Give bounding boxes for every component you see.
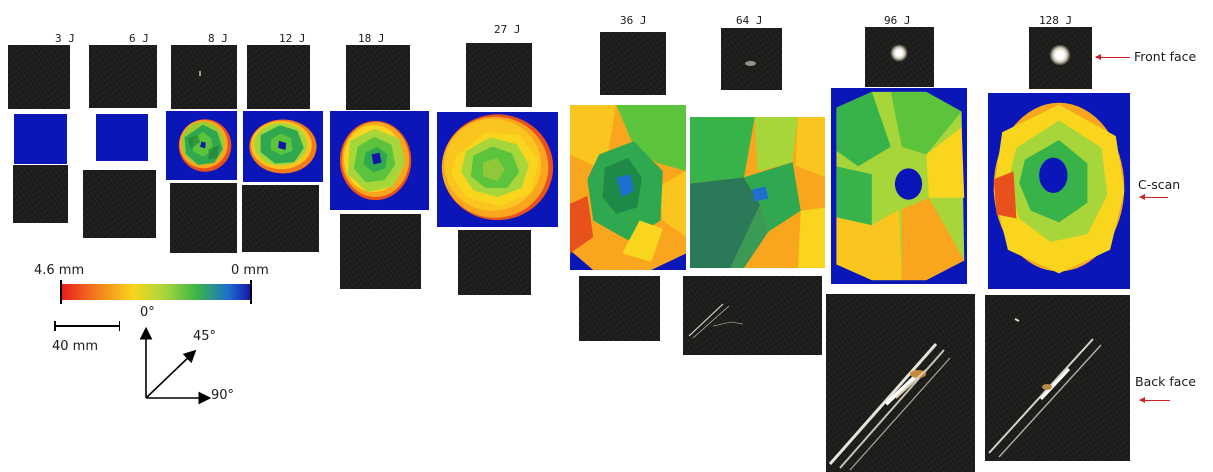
back-photo-3J: [13, 165, 68, 223]
back-photo-6J: [83, 170, 156, 238]
energy-label-8J: 8 J: [208, 32, 228, 45]
energy-label-128J: 128 J: [1039, 14, 1073, 27]
energy-label-27J: 27 J: [494, 23, 521, 36]
front-photo-96J: [865, 27, 934, 87]
front-photo-8J: [171, 45, 237, 109]
back-photo-18J: [340, 214, 421, 289]
colorbar-right-tick: [250, 280, 252, 304]
scale-bar: [54, 321, 120, 331]
front-photo-128J: [1029, 27, 1092, 89]
back-photo-27J: [458, 230, 531, 295]
energy-label-6J: 6 J: [129, 32, 149, 45]
front-photo-6J: [89, 45, 157, 108]
energy-label-36J: 36 J: [620, 14, 647, 27]
cscan-27J: [437, 112, 558, 227]
colorbar: [60, 280, 252, 304]
orientation-axes: [139, 326, 212, 405]
cscan-64J: [690, 117, 825, 268]
cscan-18J: [330, 111, 429, 210]
scale-bar-label: 40 mm: [52, 339, 99, 354]
front-photo-18J: [346, 45, 410, 110]
cscan-8J: [166, 111, 237, 180]
energy-label-12J: 12 J: [279, 32, 306, 45]
cscan-label: C-scan: [1138, 177, 1181, 192]
front-photo-12J: [247, 45, 310, 109]
orientation-45-label: 45°: [193, 329, 217, 344]
energy-label-64J: 64 J: [736, 14, 763, 27]
front-photo-36J: [600, 32, 666, 95]
cscan-36J: [570, 105, 686, 270]
cscan-3J: [14, 114, 67, 164]
energy-label-3J: 3 J: [55, 32, 75, 45]
cscan-arrow: [1139, 194, 1168, 200]
orientation-90-label: 90°: [211, 388, 235, 403]
front-photo-64J: [721, 28, 782, 90]
back-photo-36J: [579, 276, 660, 341]
back-face-label: Back face: [1135, 374, 1196, 389]
energy-label-96J: 96 J: [884, 14, 911, 27]
cscan-12J: [243, 111, 323, 182]
orientation-0-label: 0°: [140, 305, 155, 320]
back-photo-64J: [683, 276, 822, 355]
colorbar-left-label: 4.6 mm: [34, 263, 85, 278]
back-photo-128J: [985, 295, 1130, 461]
back-photo-8J: [170, 183, 237, 253]
front-face-arrow: [1095, 54, 1130, 60]
cscan-96J: [831, 88, 967, 284]
front-face-label: Front face: [1134, 49, 1197, 64]
colorbar-right-label: 0 mm: [231, 263, 269, 278]
energy-label-18J: 18 J: [358, 32, 385, 45]
back-photo-96J: [826, 294, 975, 472]
cscan-128J: [988, 93, 1130, 289]
back-photo-12J: [242, 185, 319, 252]
colorbar-left-tick: [60, 280, 62, 304]
cscan-6J: [96, 114, 148, 161]
back-face-arrow: [1139, 397, 1170, 403]
front-photo-27J: [466, 43, 532, 107]
front-photo-3J: [8, 45, 70, 109]
